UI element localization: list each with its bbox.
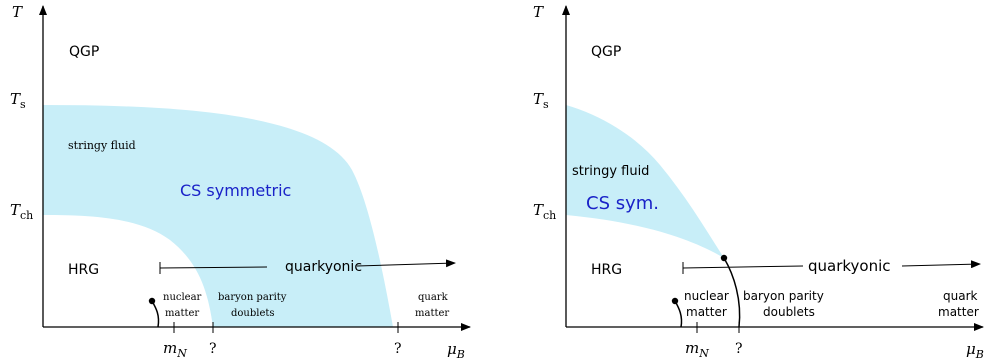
right-nuclear-critical-point — [671, 297, 679, 305]
left-t-axis-label: T — [12, 3, 23, 21]
left-nuclear-liquid-gas-curve — [151, 300, 160, 328]
right-tick-ts: Ts — [533, 90, 549, 111]
right-quark-matter-label-1: quark — [943, 289, 978, 303]
left-cs-symmetric-region — [43, 105, 393, 327]
right-quarkyonic-label: quarkyonic — [808, 257, 891, 275]
left-quark-matter-label-1: quark — [418, 292, 449, 303]
left-quark-matter-label-2: matter — [415, 308, 449, 319]
right-nuclear-label-2: matter — [686, 305, 727, 319]
right-mu-axis-label: μB — [966, 340, 984, 361]
left-mu-axis-label: μB — [447, 340, 465, 361]
left-tick-q1-label: ? — [209, 341, 217, 357]
left-tick-ts: Ts — [10, 90, 26, 111]
right-hrg-label: HRG — [591, 262, 622, 278]
right-t-axis-label: T — [533, 3, 544, 21]
left-tick-tch: Tch — [10, 201, 33, 222]
right-cs-symmetric-label: CS sym. — [586, 193, 659, 214]
left-stringy-fluid-label: stringy fluid — [68, 139, 136, 152]
right-quark-matter-label-2: matter — [938, 305, 979, 319]
left-tick-q2-label: ? — [394, 341, 402, 357]
right-panel: T Ts Tch QGP stringy fluid CS sym. HRG q… — [533, 3, 984, 361]
right-stringy-fluid-label: stringy fluid — [572, 164, 649, 179]
right-qgp-label: QGP — [591, 44, 621, 60]
right-tick-mn-label: mN — [685, 339, 709, 360]
left-tick-mn-label: mN — [163, 339, 187, 360]
left-qgp-label: QGP — [69, 44, 99, 60]
right-quarkyonic-left-segment — [682, 265, 804, 269]
left-quarkyonic-arrow — [356, 259, 456, 268]
left-baryon-parity-label-2: doublets — [231, 308, 275, 319]
right-quarkyonic-arrow — [901, 260, 981, 269]
right-tick-q1-label: ? — [735, 341, 743, 357]
right-cs-symmetric-region — [566, 105, 724, 258]
left-cs-symmetric-label: CS symmetric — [180, 181, 291, 200]
right-baryon-parity-label-1: baryon parity — [743, 289, 824, 303]
left-critical-point — [148, 297, 156, 305]
left-nuclear-label-2: matter — [165, 308, 199, 319]
right-chiral-critical-point — [720, 254, 728, 262]
right-nuclear-liquid-gas-curve — [674, 300, 683, 328]
right-nuclear-label-1: nuclear — [684, 289, 729, 303]
right-baryon-parity-label-2: doublets — [763, 305, 815, 319]
left-nuclear-label-1: nuclear — [163, 292, 202, 303]
left-quarkyonic-left-segment — [159, 266, 268, 269]
left-hrg-label: HRG — [68, 262, 99, 278]
right-tick-tch: Tch — [533, 201, 556, 222]
right-chiral-transition-curve — [723, 257, 741, 328]
left-quarkyonic-label: quarkyonic — [285, 259, 362, 275]
left-panel: T Ts Tch QGP stringy fluid CS symmetric … — [10, 3, 471, 361]
left-baryon-parity-label-1: baryon parity — [218, 292, 287, 303]
